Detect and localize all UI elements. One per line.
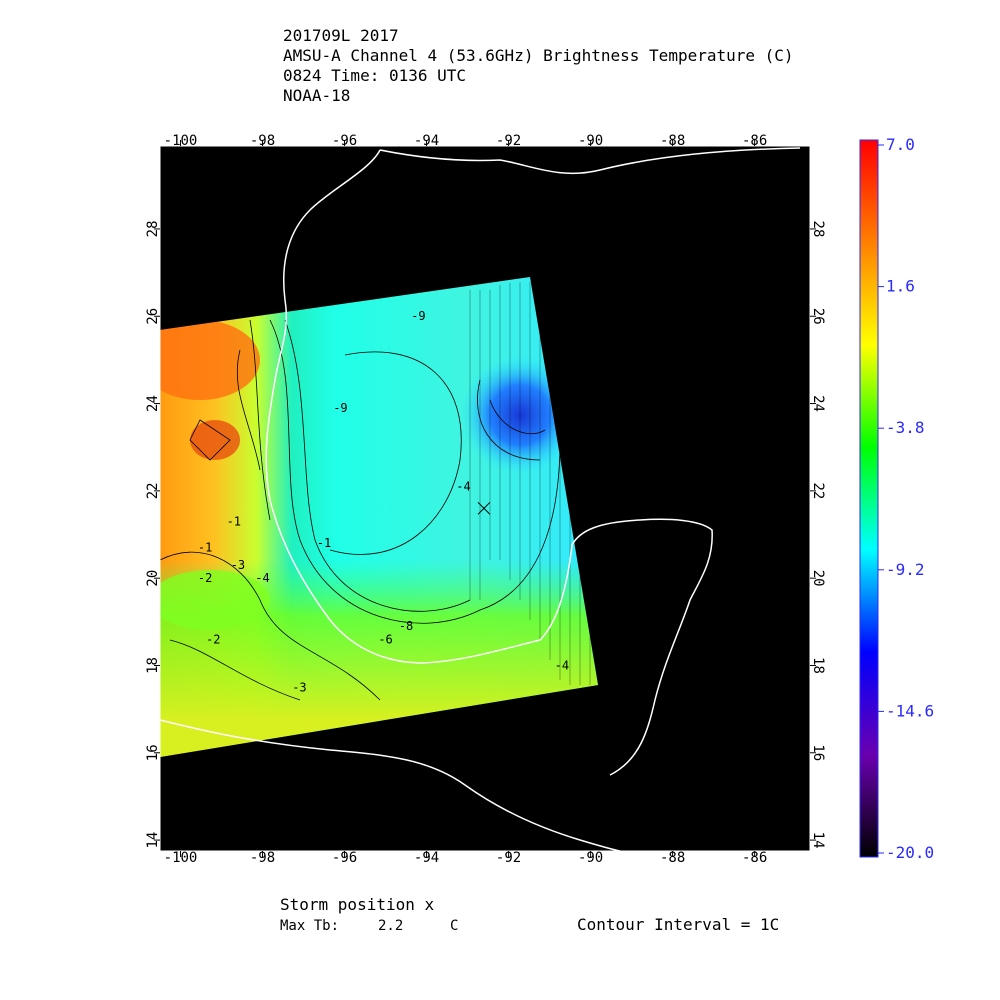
x-tick-label: -96: [332, 133, 357, 149]
contour-labels: -9 -9 -4 -1 -1 -2 -3 -4 -2 -3 -1 -8 -6 -4: [198, 309, 569, 694]
y-tick-label: 24: [145, 395, 161, 412]
swath: [160, 277, 598, 757]
x-tick-label: -86: [742, 133, 767, 149]
storm-label: Storm position x: [280, 895, 434, 914]
map-axes: -100 -100 -98 -98 -96 -96 -94 -94 -92 -92 -90 -90 -8…: [145, 133, 826, 866]
y-tick-label: 14: [145, 832, 161, 849]
colorbar-ticks: 7.0 1.6 -3.8 -9.2 -14.6 -20.0: [878, 135, 934, 862]
contour-label: -1: [317, 536, 331, 550]
y-tick-label: 20: [145, 570, 161, 587]
y-tick-label: 24: [810, 395, 826, 412]
colorbar-tick-label: -3.8: [886, 418, 925, 437]
contour-label: -1: [198, 541, 212, 555]
max-tb-unit: C: [450, 918, 458, 934]
y-tick-label: 14: [810, 832, 826, 849]
contour-label: -9: [411, 309, 425, 323]
title-line: NOAA-18: [283, 86, 350, 105]
contour-label: -2: [206, 632, 220, 646]
title-line: 201709L 2017: [283, 26, 399, 45]
x-tick-label: -94: [414, 133, 439, 149]
x-tick-label: -100: [164, 133, 198, 149]
x-tick-label: -98: [250, 850, 275, 866]
x-tick-label: -92: [496, 133, 521, 149]
x-tick-label: -92: [496, 850, 521, 866]
max-tb-label: Max Tb:: [280, 918, 339, 934]
contour-label: -3: [292, 680, 306, 694]
contour-label: -1: [227, 514, 241, 528]
x-tick-label: -88: [660, 133, 685, 149]
y-tick-label: 22: [145, 482, 161, 499]
coastline: [159, 147, 801, 852]
y-tick-label: 28: [145, 221, 161, 238]
contour-label: -8: [399, 619, 413, 633]
y-tick-label: 16: [810, 744, 826, 761]
y-tick-label: 28: [810, 221, 826, 238]
contour-interval: Contour Interval = 1C: [577, 915, 779, 934]
max-tb-value: 2.2: [378, 918, 403, 934]
title-line: AMSU-A Channel 4 (53.6GHz) Brightness Te…: [283, 46, 794, 65]
x-tick-label: -88: [660, 850, 685, 866]
x-tick-label: -86: [742, 850, 767, 866]
y-tick-label: 16: [145, 744, 161, 761]
footer: Storm position x Max Tb: 2.2 C Contour I…: [280, 895, 779, 934]
colorbar: [859, 139, 879, 858]
y-tick-label: 18: [145, 657, 161, 674]
colorbar-tick-label: -9.2: [886, 560, 925, 579]
colorbar-tick-label: 1.6: [886, 277, 915, 296]
contour-label: -9: [333, 401, 347, 415]
x-tick-label: -90: [578, 133, 603, 149]
contour-label: -4: [456, 479, 470, 493]
title-line: 0824 Time: 0136 UTC: [283, 66, 466, 85]
contour-label: -4: [255, 571, 269, 585]
y-tick-label: 20: [810, 570, 826, 587]
colorbar-tick-label: 7.0: [886, 135, 915, 154]
colorbar-tick-label: -20.0: [886, 843, 934, 862]
x-tick-label: -94: [414, 850, 439, 866]
y-tick-label: 18: [810, 657, 826, 674]
colorbar-tick-label: -14.6: [886, 701, 934, 720]
y-tick-label: 22: [810, 482, 826, 499]
x-tick-label: -98: [250, 133, 275, 149]
storm-marker: [477, 501, 491, 515]
y-tick-label: 26: [145, 308, 161, 325]
x-tick-label: -90: [578, 850, 603, 866]
contour-label: -3: [231, 558, 245, 572]
contour-label: -4: [555, 658, 569, 672]
x-tick-label: -100: [164, 850, 198, 866]
contour-label: -6: [378, 632, 392, 646]
y-tick-label: 26: [810, 308, 826, 325]
x-tick-label: -96: [332, 850, 357, 866]
contour-label: -2: [198, 571, 212, 585]
map-frame: [159, 145, 811, 852]
